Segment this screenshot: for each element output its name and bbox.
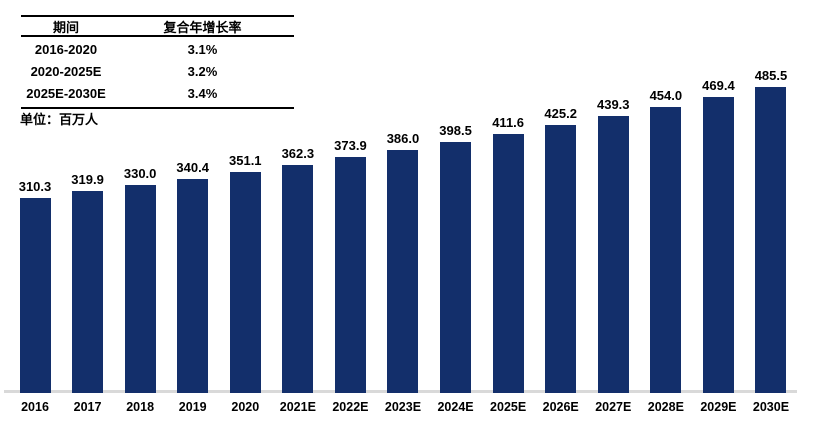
x-axis-tick-label: 2029E: [700, 400, 737, 414]
table-row: 2016-2020 3.1%: [21, 38, 294, 60]
x-axis-tick-label: 2021E: [279, 400, 316, 414]
x-axis-tick-label: 2023E: [384, 400, 422, 414]
bar-2018: [124, 185, 156, 393]
x-axis-tick-label: 2019: [178, 400, 207, 414]
bar-2022E: [334, 157, 366, 393]
cagr-cell: 3.4%: [187, 85, 218, 101]
bar-value-label: 454.0: [649, 88, 683, 103]
x-axis-tick-label: 2024E: [437, 400, 474, 414]
bar-2020: [229, 172, 261, 393]
bar-2024E: [440, 142, 472, 393]
period-cell: 2020-2025E: [30, 63, 102, 79]
bar-value-label: 373.9: [334, 138, 367, 153]
bar-value-label: 310.3: [18, 179, 52, 194]
cagr-table-header-row: 期间 复合年增长率: [21, 15, 294, 37]
x-axis-tick-label: 2030E: [752, 400, 790, 414]
bar-value-label: 411.6: [492, 115, 525, 130]
bar-2028E: [650, 107, 682, 393]
bar-value-label: 398.5: [439, 123, 472, 138]
period-cell: 2025E-2030E: [26, 85, 106, 101]
bar-2027E: [597, 116, 629, 393]
cagr-cell: 3.1%: [187, 41, 218, 57]
bar-2017: [72, 191, 104, 393]
x-axis-tick-label: 2017: [73, 400, 102, 414]
x-axis-tick-label: 2022E: [332, 400, 369, 414]
bar-value-label: 425.2: [544, 106, 577, 121]
bar-value-label: 439.3: [596, 97, 630, 112]
bar-value-label: 319.9: [71, 172, 104, 187]
bar-value-label: 485.5: [754, 68, 788, 83]
table-row: 2020-2025E 3.2%: [21, 60, 294, 82]
period-cell: 2016-2020: [34, 41, 98, 57]
bar-2030E: [755, 87, 787, 393]
bar-value-label: 351.1: [229, 153, 262, 168]
cagr-table-header-period: 期间: [52, 19, 79, 35]
cagr-cell: 3.2%: [187, 63, 218, 79]
x-axis-tick-label: 2018: [126, 400, 155, 414]
bar-value-label: 362.3: [281, 146, 315, 161]
bar-2029E: [702, 97, 734, 393]
bar-value-label: 330.0: [123, 166, 157, 181]
x-axis-tick-label: 2016: [21, 400, 49, 414]
bar-2025E: [492, 134, 524, 393]
unit-label: 单位：百万人: [20, 112, 99, 127]
bar-2019: [177, 179, 209, 393]
cagr-table-header-cagr: 复合年增长率: [163, 19, 242, 35]
bar-value-label: 340.4: [176, 160, 209, 175]
cagr-table-body: 2016-2020 3.1% 2020-2025E 3.2% 2025E-203…: [21, 37, 294, 109]
x-axis-tick-label: 2025E: [490, 400, 527, 414]
bar-2021E: [282, 165, 314, 393]
cagr-table: 期间 复合年增长率 2016-2020 3.1% 2020-2025E 3.2%…: [21, 15, 294, 109]
bar-2026E: [545, 125, 577, 393]
bar-value-label: 469.4: [702, 78, 735, 93]
x-axis-tick-label: 2027E: [595, 400, 632, 414]
x-axis-tick-label: 2028E: [647, 400, 684, 414]
x-axis-tick-label: 2026E: [542, 400, 579, 414]
x-axis-tick-label: 2020: [231, 400, 260, 414]
table-row: 2025E-2030E 3.4%: [21, 82, 294, 104]
bar-value-label: 386.0: [386, 131, 420, 146]
bar-2023E: [387, 150, 419, 393]
bar-2016: [19, 198, 51, 393]
